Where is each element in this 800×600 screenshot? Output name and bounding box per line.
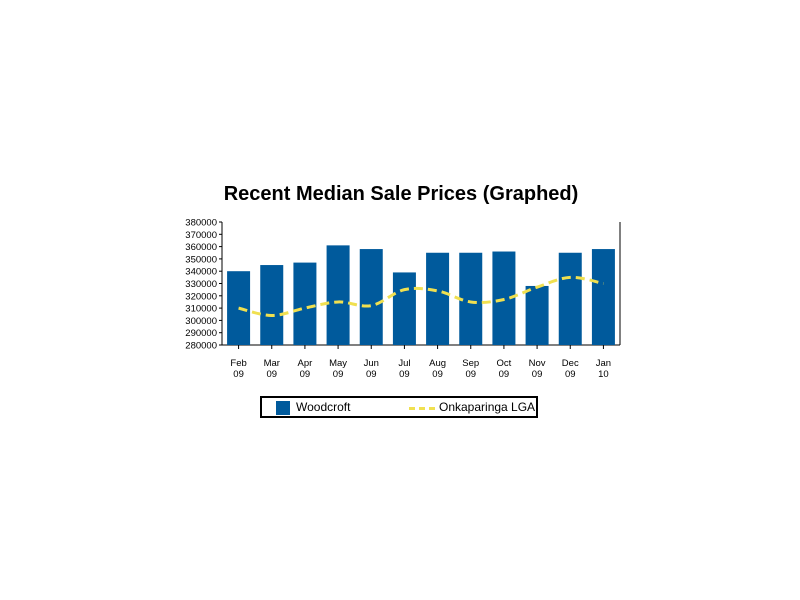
x-tick-label-month: Jul [398, 358, 410, 369]
x-tick-label-month: Feb [230, 358, 246, 369]
legend-label-woodcroft: Woodcroft [296, 400, 351, 414]
x-tick-label-year: 09 [399, 369, 410, 380]
x-tick-label-month: Aug [429, 358, 446, 369]
x-tick-label-month: Dec [562, 358, 579, 369]
bar-woodcroft [525, 285, 549, 345]
y-tick-label: 310000 [185, 304, 217, 315]
bar-woodcroft [260, 265, 284, 345]
x-tick-label-year: 09 [266, 369, 277, 380]
x-tick-label-year: 09 [300, 369, 311, 380]
x-tick-label-year: 09 [233, 369, 244, 380]
y-tick-label: 290000 [185, 328, 217, 339]
bar-woodcroft [459, 252, 483, 345]
x-tick-label-year: 09 [499, 369, 510, 380]
chart-legend: Woodcroft Onkaparinga LGA [260, 396, 538, 418]
x-tick-label-year: 09 [432, 369, 443, 380]
bar-woodcroft [326, 245, 350, 345]
bar-woodcroft [558, 252, 582, 345]
bar-woodcroft [293, 262, 317, 345]
line-onkaparinga-lga [238, 275, 604, 317]
x-tick-label-month: Oct [497, 358, 512, 369]
y-tick-label: 300000 [185, 316, 217, 327]
y-tick-label: 380000 [185, 218, 217, 229]
legend-line-onkaparinga [409, 407, 435, 410]
x-tick-label-year: 09 [366, 369, 377, 380]
y-tick-label: 350000 [185, 254, 217, 265]
x-tick-label-month: Mar [264, 358, 280, 369]
bar-woodcroft [426, 252, 450, 345]
y-tick-label: 370000 [185, 230, 217, 241]
x-tick-label-month: Jun [364, 358, 379, 369]
y-tick-label: 280000 [185, 341, 217, 352]
legend-label-onkaparinga: Onkaparinga LGA [439, 400, 536, 414]
bar-woodcroft [392, 272, 416, 345]
x-tick-label-month: Apr [298, 358, 313, 369]
y-tick-label: 340000 [185, 267, 217, 278]
bar-woodcroft [591, 249, 615, 345]
y-tick-label: 360000 [185, 242, 217, 253]
x-tick-label-year: 09 [532, 369, 543, 380]
x-tick-label-year: 10 [598, 369, 609, 380]
chart-title: Recent Median Sale Prices (Graphed) [223, 183, 579, 205]
x-tick-label-month: Sep [462, 358, 479, 369]
y-tick-label: 330000 [185, 279, 217, 290]
bar-woodcroft [359, 249, 383, 345]
x-tick-label-year: 09 [465, 369, 476, 380]
legend-swatch-woodcroft [276, 401, 290, 415]
x-tick-label-month: Nov [529, 358, 546, 369]
x-tick-label-month: Jan [596, 358, 611, 369]
y-tick-label: 320000 [185, 291, 217, 302]
x-tick-label-year: 09 [333, 369, 344, 380]
x-tick-label-month: May [329, 358, 347, 369]
x-tick-label-year: 09 [565, 369, 576, 380]
